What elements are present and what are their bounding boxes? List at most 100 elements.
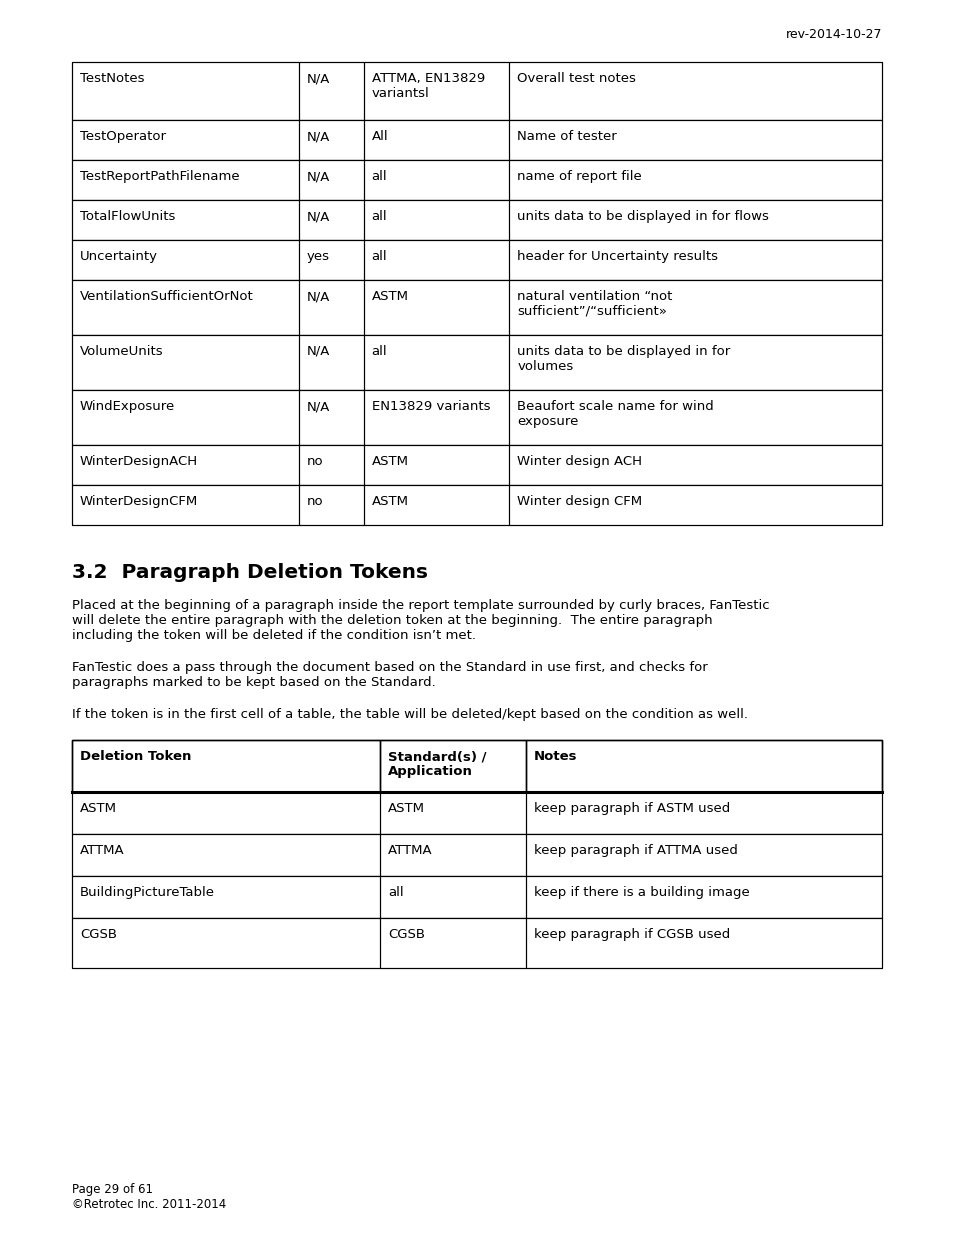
Bar bbox=[525, 918, 882, 968]
Text: all: all bbox=[372, 210, 387, 224]
Bar bbox=[379, 740, 525, 792]
Text: all: all bbox=[372, 345, 387, 358]
Text: N/A: N/A bbox=[307, 72, 330, 85]
Bar bbox=[298, 445, 363, 485]
Bar bbox=[363, 200, 509, 240]
Text: ©Retrotec Inc. 2011-2014: ©Retrotec Inc. 2011-2014 bbox=[71, 1198, 226, 1212]
Bar bbox=[525, 740, 882, 792]
Bar bbox=[71, 161, 298, 200]
Text: ASTM: ASTM bbox=[372, 290, 408, 303]
Bar bbox=[71, 876, 379, 918]
Text: 3.2  Paragraph Deletion Tokens: 3.2 Paragraph Deletion Tokens bbox=[71, 563, 428, 582]
Bar bbox=[525, 834, 882, 876]
Bar bbox=[71, 792, 379, 834]
Text: no: no bbox=[307, 454, 323, 468]
Bar bbox=[71, 390, 882, 445]
Bar bbox=[363, 240, 509, 280]
Bar bbox=[71, 280, 298, 335]
Bar bbox=[379, 918, 525, 968]
Text: N/A: N/A bbox=[307, 130, 330, 143]
Text: Overall test notes: Overall test notes bbox=[517, 72, 636, 85]
Bar bbox=[298, 62, 363, 120]
Text: N/A: N/A bbox=[307, 290, 330, 303]
Bar bbox=[298, 200, 363, 240]
Bar bbox=[509, 62, 882, 120]
Bar bbox=[525, 876, 882, 918]
Text: Beaufort scale name for wind
exposure: Beaufort scale name for wind exposure bbox=[517, 400, 714, 429]
Bar bbox=[298, 161, 363, 200]
Text: ATTMA: ATTMA bbox=[80, 844, 125, 857]
Text: keep paragraph if ASTM used: keep paragraph if ASTM used bbox=[533, 802, 729, 815]
Text: VentilationSufficientOrNot: VentilationSufficientOrNot bbox=[80, 290, 253, 303]
Bar bbox=[525, 792, 882, 834]
Text: keep if there is a building image: keep if there is a building image bbox=[533, 885, 748, 899]
Text: all: all bbox=[372, 249, 387, 263]
Text: WinterDesignACH: WinterDesignACH bbox=[80, 454, 198, 468]
Text: CGSB: CGSB bbox=[387, 927, 424, 941]
Text: ATTMA, EN13829
variantsl: ATTMA, EN13829 variantsl bbox=[372, 72, 484, 100]
Text: rev-2014-10-27: rev-2014-10-27 bbox=[784, 28, 882, 41]
Bar bbox=[509, 485, 882, 525]
Text: Deletion Token: Deletion Token bbox=[80, 750, 192, 763]
Bar bbox=[363, 62, 509, 120]
Text: If the token is in the first cell of a table, the table will be deleted/kept bas: If the token is in the first cell of a t… bbox=[71, 708, 747, 721]
Bar bbox=[298, 390, 363, 445]
Bar bbox=[363, 485, 509, 525]
Text: no: no bbox=[307, 495, 323, 508]
Bar bbox=[71, 485, 298, 525]
Bar bbox=[363, 335, 509, 390]
Text: name of report file: name of report file bbox=[517, 170, 641, 183]
Bar bbox=[363, 390, 509, 445]
Bar bbox=[71, 445, 298, 485]
Bar bbox=[71, 200, 298, 240]
Text: TotalFlowUnits: TotalFlowUnits bbox=[80, 210, 175, 224]
Text: units data to be displayed in for
volumes: units data to be displayed in for volume… bbox=[517, 345, 730, 373]
Bar bbox=[71, 918, 379, 968]
Text: N/A: N/A bbox=[307, 345, 330, 358]
Text: FanTestic does a pass through the document based on the Standard in use first, a: FanTestic does a pass through the docume… bbox=[71, 661, 707, 689]
Text: N/A: N/A bbox=[307, 170, 330, 183]
Bar bbox=[509, 120, 882, 161]
Bar bbox=[509, 445, 882, 485]
Bar bbox=[363, 280, 509, 335]
Bar bbox=[509, 240, 882, 280]
Bar bbox=[71, 280, 882, 335]
Bar bbox=[71, 390, 298, 445]
Bar bbox=[298, 240, 363, 280]
Text: Placed at the beginning of a paragraph inside the report template surrounded by : Placed at the beginning of a paragraph i… bbox=[71, 599, 769, 642]
Text: natural ventilation “not
sufficient”/“sufficient»: natural ventilation “not sufficient”/“su… bbox=[517, 290, 672, 317]
Text: VolumeUnits: VolumeUnits bbox=[80, 345, 164, 358]
Bar bbox=[71, 485, 882, 525]
Bar bbox=[509, 200, 882, 240]
Bar bbox=[363, 445, 509, 485]
Text: ATTMA: ATTMA bbox=[387, 844, 432, 857]
Text: TestNotes: TestNotes bbox=[80, 72, 144, 85]
Text: yes: yes bbox=[307, 249, 330, 263]
Text: ASTM: ASTM bbox=[372, 495, 408, 508]
Text: WinterDesignCFM: WinterDesignCFM bbox=[80, 495, 198, 508]
Bar bbox=[363, 161, 509, 200]
Text: Page 29 of 61: Page 29 of 61 bbox=[71, 1183, 152, 1195]
Text: N/A: N/A bbox=[307, 400, 330, 412]
Bar bbox=[71, 240, 298, 280]
Bar bbox=[71, 445, 882, 485]
Bar bbox=[71, 120, 298, 161]
Text: ASTM: ASTM bbox=[372, 454, 408, 468]
Bar bbox=[379, 792, 525, 834]
Bar bbox=[71, 792, 882, 834]
Text: TestReportPathFilename: TestReportPathFilename bbox=[80, 170, 239, 183]
Bar bbox=[71, 62, 298, 120]
Text: units data to be displayed in for flows: units data to be displayed in for flows bbox=[517, 210, 768, 224]
Bar bbox=[509, 161, 882, 200]
Text: keep paragraph if ATTMA used: keep paragraph if ATTMA used bbox=[533, 844, 737, 857]
Bar bbox=[71, 918, 882, 968]
Bar bbox=[379, 834, 525, 876]
Text: BuildingPictureTable: BuildingPictureTable bbox=[80, 885, 214, 899]
Bar bbox=[71, 240, 882, 280]
Bar bbox=[298, 335, 363, 390]
Bar bbox=[509, 335, 882, 390]
Bar bbox=[71, 335, 298, 390]
Bar bbox=[71, 335, 882, 390]
Text: WindExposure: WindExposure bbox=[80, 400, 175, 412]
Bar bbox=[509, 390, 882, 445]
